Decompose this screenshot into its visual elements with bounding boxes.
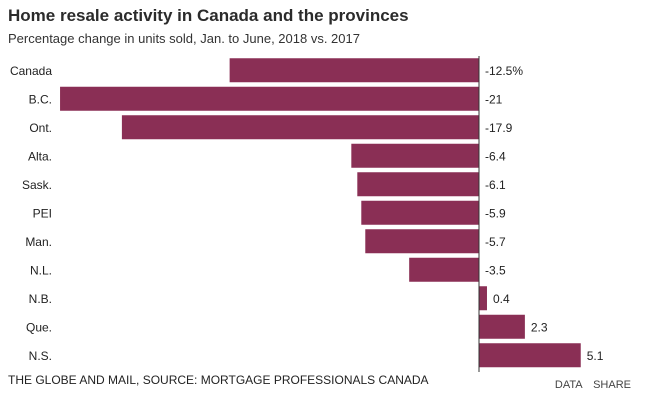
value-label-n-s: 5.1 xyxy=(587,349,604,363)
value-label-canada: -12.5% xyxy=(485,64,523,78)
value-label-n-l: -3.5 xyxy=(485,263,506,277)
bar-alta xyxy=(351,143,479,168)
category-label-canada: Canada xyxy=(10,64,52,78)
data-link[interactable]: DATA xyxy=(554,379,583,391)
value-label-man: -5.7 xyxy=(485,235,506,249)
bar-n-s xyxy=(479,343,581,368)
value-label-ont: -17.9 xyxy=(485,121,513,135)
bar-b-c xyxy=(60,86,480,111)
category-label-que: Que. xyxy=(26,320,52,334)
category-label-alta: Alta. xyxy=(28,149,52,163)
category-label-n-l: N.L. xyxy=(30,263,52,277)
bar-ont xyxy=(121,115,480,140)
value-label-alta: -6.4 xyxy=(485,149,506,163)
share-link[interactable]: SHARE xyxy=(593,379,631,391)
value-label-sask: -6.1 xyxy=(485,178,506,192)
value-label-n-b: 0.4 xyxy=(493,292,510,306)
category-label-ont: Ont. xyxy=(29,121,52,135)
category-label-man: Man. xyxy=(25,235,52,249)
bar-canada xyxy=(229,58,479,83)
footer-links: DATA SHARE xyxy=(547,379,631,391)
chart-title: Home resale activity in Canada and the p… xyxy=(8,6,409,25)
category-label-n-s: N.S. xyxy=(29,349,52,363)
bar-sask xyxy=(357,172,479,197)
bar-n-b xyxy=(479,286,487,311)
category-label-pei: PEI xyxy=(33,206,52,220)
value-label-b-c: -21 xyxy=(485,92,503,106)
category-label-sask: Sask. xyxy=(22,178,52,192)
bar-man xyxy=(365,229,479,254)
bar-que xyxy=(479,314,525,339)
chart-subtitle: Percentage change in units sold, Jan. to… xyxy=(8,31,360,46)
category-label-n-b: N.B. xyxy=(29,292,52,306)
source-note: THE GLOBE AND MAIL, SOURCE: MORTGAGE PRO… xyxy=(8,373,429,387)
value-label-pei: -5.9 xyxy=(485,206,506,220)
category-label-b-c: B.C. xyxy=(29,92,52,106)
bar-pei xyxy=(361,200,479,225)
bar-n-l xyxy=(409,257,479,282)
value-label-que: 2.3 xyxy=(531,320,548,334)
